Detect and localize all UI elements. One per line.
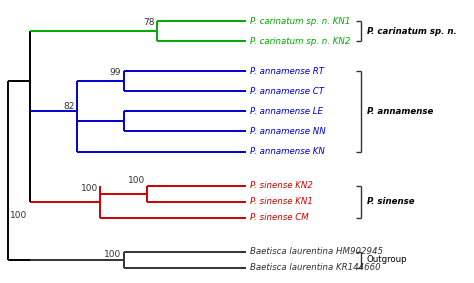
Text: P. sinense: P. sinense [367,197,414,206]
Text: Baetisca laurentina KR144660: Baetisca laurentina KR144660 [250,263,380,272]
Text: P. sinense KN1: P. sinense KN1 [250,197,312,206]
Text: 100: 100 [128,176,145,185]
Text: P. carinatum sp. n. KN2: P. carinatum sp. n. KN2 [250,37,350,46]
Text: 99: 99 [110,68,121,77]
Text: Outgroup: Outgroup [367,255,408,264]
Text: 100: 100 [81,184,98,193]
Text: 100: 100 [104,250,121,259]
Text: Baetisca laurentina HM902945: Baetisca laurentina HM902945 [250,247,383,256]
Text: P. annamense: P. annamense [367,107,433,116]
Text: P. annamense CT: P. annamense CT [250,87,324,96]
Text: P. annamense RT: P. annamense RT [250,67,324,76]
Text: P. annamense LE: P. annamense LE [250,107,323,116]
Text: P. sinense KN2: P. sinense KN2 [250,181,312,190]
Text: P. carinatum sp. n. KN1: P. carinatum sp. n. KN1 [250,17,350,26]
Text: P. sinense CM: P. sinense CM [250,213,309,222]
Text: 78: 78 [143,18,154,27]
Text: P. annamense KN: P. annamense KN [250,147,325,156]
Text: 82: 82 [63,102,74,111]
Text: P. carinatum sp. n.: P. carinatum sp. n. [367,27,456,36]
Text: P. annamense NN: P. annamense NN [250,127,326,136]
Text: 100: 100 [10,211,27,220]
